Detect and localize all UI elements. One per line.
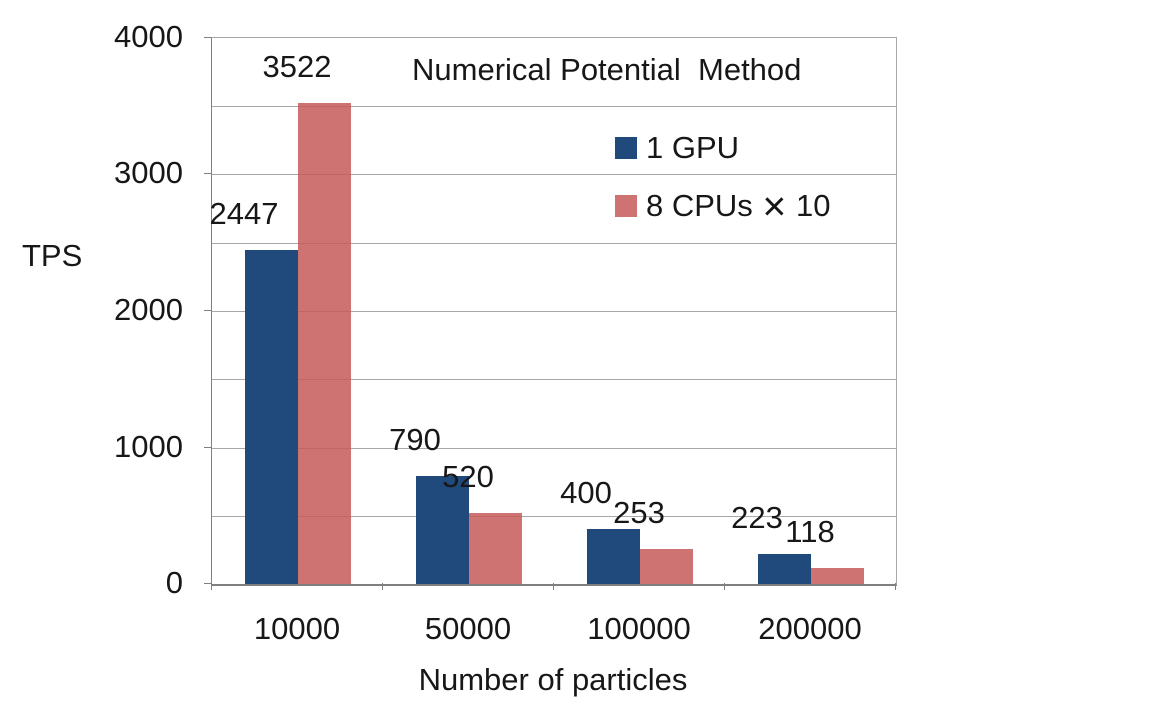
legend-swatch: [615, 137, 637, 159]
gridline: [212, 448, 896, 449]
legend-label: 1 GPU: [646, 130, 740, 165]
y-tick-mark: [204, 583, 211, 584]
data-label: 520: [442, 459, 494, 494]
y-tick-label: 1000: [114, 429, 183, 464]
bar-8-cpus-10: [298, 103, 351, 584]
x-tick-mark: [895, 583, 896, 590]
x-tick-mark: [553, 583, 554, 590]
bar-1-gpu: [245, 250, 298, 584]
bar-1-gpu: [758, 554, 811, 584]
y-tick-label: 0: [165, 565, 183, 600]
legend-swatch: [615, 195, 637, 217]
gridline: [212, 243, 896, 244]
y-tick-label: 4000: [114, 19, 183, 54]
bar-1-gpu: [416, 476, 469, 584]
data-label: 3522: [262, 49, 332, 84]
x-category-label: 100000: [587, 611, 691, 646]
chart-title: Numerical Potential Method: [412, 52, 802, 87]
data-label: 2447: [209, 196, 279, 231]
legend: 1 GPU 8 CPUs × 10: [615, 131, 830, 247]
data-label: 118: [785, 514, 835, 549]
y-tick-mark: [204, 37, 211, 38]
gridline: [212, 106, 896, 107]
data-label: 400: [560, 475, 612, 510]
data-label: 223: [731, 500, 783, 535]
legend-item: 8 CPUs × 10: [615, 183, 831, 229]
legend-label: 8 CPUs × 10: [646, 183, 831, 229]
y-tick-label: 2000: [114, 292, 183, 327]
gridline: [212, 311, 896, 312]
x-category-label: 50000: [424, 611, 512, 646]
bar-8-cpus-10: [640, 549, 693, 584]
legend-item: 1 GPU: [615, 131, 830, 165]
y-tick-mark: [204, 310, 211, 311]
y-tick-mark: [204, 173, 211, 174]
x-tick-mark: [382, 583, 383, 590]
x-axis-title: Number of particles: [418, 662, 688, 697]
x-category-label: 10000: [253, 611, 341, 646]
data-label: 790: [389, 422, 441, 457]
bar-8-cpus-10: [811, 568, 864, 584]
gridline: [212, 379, 896, 380]
x-tick-mark: [724, 583, 725, 590]
gridline: [212, 516, 896, 517]
data-label: 253: [613, 495, 665, 530]
y-tick-label: 3000: [114, 155, 183, 190]
gridline: [212, 174, 896, 175]
y-axis-title: TPS: [22, 238, 83, 273]
x-category-label: 200000: [758, 611, 862, 646]
bar-1-gpu: [587, 529, 640, 584]
y-tick-mark: [204, 447, 211, 448]
multiplication-sign: ×: [762, 183, 787, 229]
plot-area: [211, 37, 897, 586]
bar-8-cpus-10: [469, 513, 522, 584]
x-tick-mark: [211, 583, 212, 590]
